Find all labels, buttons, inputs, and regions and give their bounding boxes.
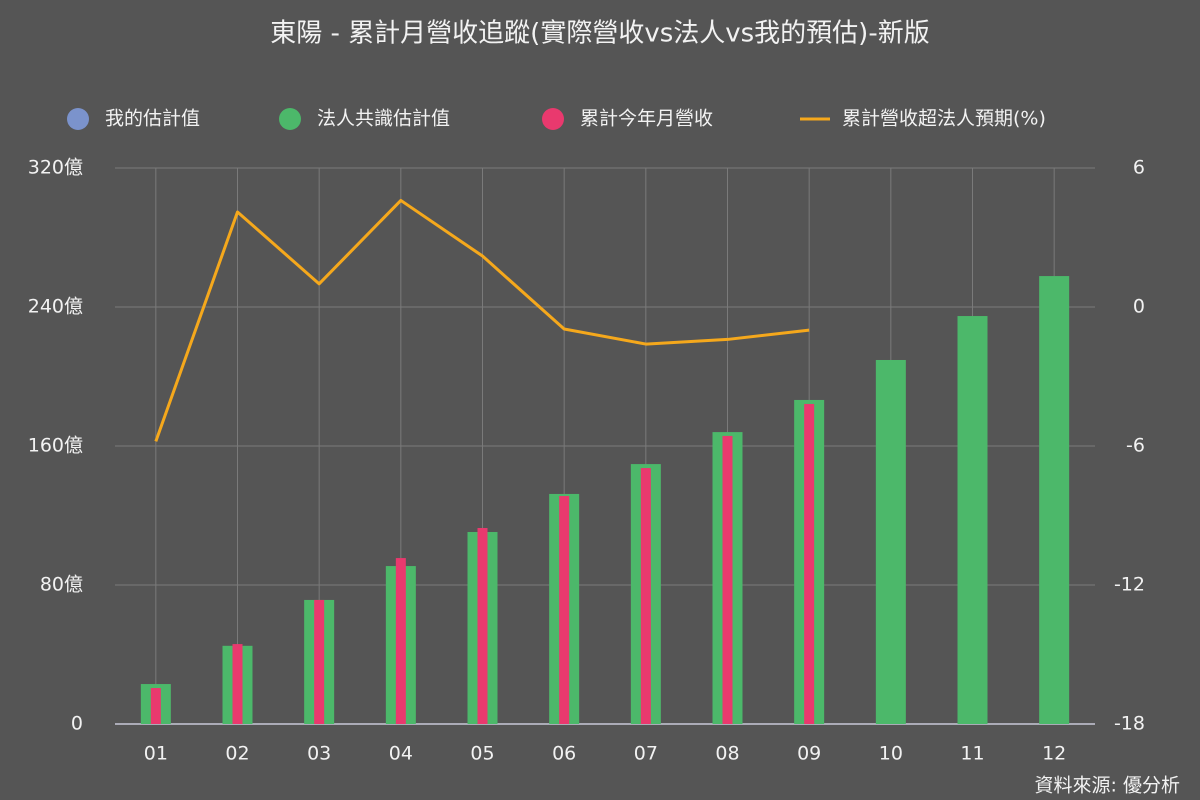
x-tick-label: 04 — [389, 743, 413, 765]
y-tick-label: 80億 — [40, 574, 83, 596]
y2-tick-label: -6 — [1126, 435, 1145, 457]
x-tick-label: 02 — [225, 743, 249, 765]
bar — [232, 644, 243, 724]
bar — [1039, 276, 1070, 724]
x-tick-label: 09 — [797, 743, 821, 765]
bar — [804, 403, 815, 724]
legend-label: 累計今年月營收 — [580, 108, 713, 130]
bar — [477, 528, 488, 724]
x-tick-label: 12 — [1042, 743, 1066, 765]
line — [154, 198, 810, 442]
y-tick-label: 0 — [71, 713, 83, 735]
x-tick-label: 07 — [634, 743, 658, 765]
x-tick-label: 06 — [552, 743, 576, 765]
y2-tick-label: -18 — [1114, 713, 1145, 735]
x-tick-label: 03 — [307, 743, 331, 765]
y2-tick-label: 0 — [1133, 296, 1145, 318]
x-tick-label: 05 — [470, 743, 494, 765]
bar — [150, 688, 161, 724]
legend-swatch — [542, 108, 564, 130]
bar — [395, 558, 406, 724]
x-tick-label: 10 — [879, 743, 903, 765]
y-tick-label: 240億 — [28, 296, 83, 318]
bar — [559, 496, 570, 724]
legend-label: 法人共識估計值 — [317, 108, 450, 130]
x-tick-label: 01 — [144, 743, 168, 765]
legend-label: 我的估計值 — [105, 108, 200, 130]
source: 資料來源: 優分析 — [1035, 775, 1180, 797]
x-tick-label: 11 — [960, 743, 984, 765]
bar — [875, 359, 906, 724]
y-tick-label: 160億 — [28, 435, 83, 457]
bar — [957, 316, 988, 724]
y-tick-label: 320億 — [28, 157, 83, 179]
legend-swatch — [279, 108, 301, 130]
x-tick-label: 08 — [715, 743, 739, 765]
bar — [640, 468, 651, 724]
legend-label: 累計營收超法人預期(%) — [842, 108, 1046, 130]
y2-tick-label: 6 — [1133, 157, 1145, 179]
y2-tick-label: -12 — [1114, 574, 1145, 596]
legend-swatch — [67, 108, 89, 130]
chart-title: 東陽 - 累計月營收追蹤(實際營收vs法人vs我的預估)-新版 — [270, 19, 929, 49]
bar — [722, 435, 733, 724]
bar — [314, 599, 325, 724]
